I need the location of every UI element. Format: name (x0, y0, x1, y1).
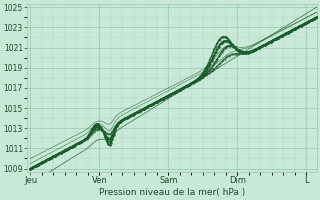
X-axis label: Pression niveau de la mer( hPa ): Pression niveau de la mer( hPa ) (99, 188, 245, 197)
